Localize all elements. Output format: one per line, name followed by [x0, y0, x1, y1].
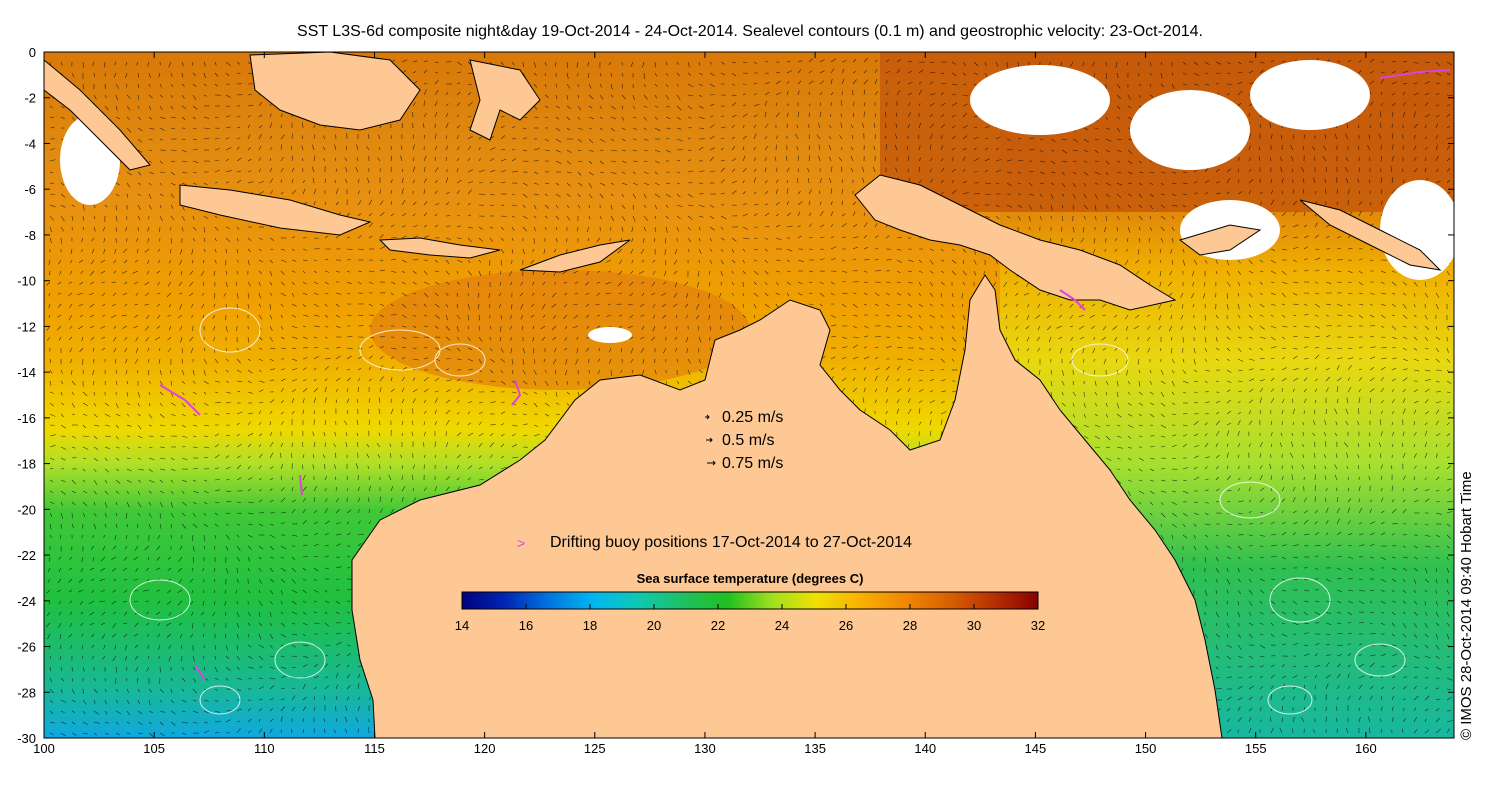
velocity-reference-arrowhead: [712, 460, 716, 466]
y-tick-label: -30: [17, 731, 36, 746]
colorbar-label: 14: [455, 618, 469, 633]
y-tick-label: -24: [17, 594, 36, 609]
y-tick-label: -8: [24, 228, 36, 243]
y-tick-label: -4: [24, 136, 36, 151]
y-tick-label: -22: [17, 548, 36, 563]
x-tick-label: 140: [914, 741, 936, 756]
land: [44, 52, 1442, 738]
warm-pool: [370, 270, 750, 390]
x-tick-label: 125: [584, 741, 606, 756]
new-guinea: [854, 174, 1177, 311]
x-tick-label: 145: [1025, 741, 1047, 756]
map-plot-area: [44, 52, 1454, 738]
x-tick-label: 120: [474, 741, 496, 756]
x-axis: 100 105 110 115 120 125 130 135 140 145 150 155 160: [33, 52, 1377, 756]
colorbar-label: 32: [1031, 618, 1045, 633]
x-tick-label: 130: [694, 741, 716, 756]
y-tick-label: -6: [24, 182, 36, 197]
new-britain: [1178, 224, 1262, 256]
velocity-reference-label: 0.25 m/s: [722, 409, 783, 426]
x-tick-label: 155: [1245, 741, 1267, 756]
colorbar-label: 22: [711, 618, 725, 633]
y-tick-label: -16: [17, 411, 36, 426]
buoy-legend: > Drifting buoy positions 17-Oct-2014 to…: [517, 534, 912, 551]
y-tick-label: -18: [17, 457, 36, 472]
x-tick-label: 135: [804, 741, 826, 756]
y-tick-label: -10: [17, 274, 36, 289]
cloud-patch: [1250, 60, 1370, 130]
colorbar-label: 26: [839, 618, 853, 633]
chart-title: SST L3S-6d composite night&day 19-Oct-20…: [297, 23, 1203, 40]
colorbar-label: 28: [903, 618, 917, 633]
cloud-patch: [1130, 90, 1250, 170]
velocity-reference-label: 0.75 m/s: [722, 455, 783, 472]
buoy-legend-symbol: >: [517, 535, 525, 551]
borneo: [249, 52, 421, 131]
x-tick-label: 100: [33, 741, 55, 756]
colorbar-title: Sea surface temperature (degrees C): [637, 571, 864, 586]
java: [179, 184, 372, 236]
y-tick-label: 0: [29, 45, 36, 60]
x-tick-label: 115: [364, 741, 385, 756]
colorbar: Sea surface temperature (degrees C) 14 16…: [455, 571, 1045, 633]
y-tick-label: -26: [17, 640, 36, 655]
x-tick-label: 150: [1135, 741, 1157, 756]
sealevel-contours: [129, 307, 1406, 715]
velocity-reference-arrowhead: [706, 414, 710, 420]
solomon-islands: [1299, 199, 1442, 271]
cloud-gaps: [60, 60, 1454, 343]
colorbar-label: 30: [967, 618, 981, 633]
sunda-islands: [378, 237, 501, 259]
x-tick-label: 160: [1355, 741, 1377, 756]
buoy-legend-label: Drifting buoy positions 17-Oct-2014 to 2…: [550, 534, 912, 551]
velocity-reference-legend: 0.25 m/s 0.5 m/s 0.75 m/s: [705, 409, 783, 472]
colorbar-gradient: [461, 591, 1039, 610]
map-frame: [43, 51, 1455, 739]
y-tick-label: -28: [17, 685, 36, 700]
sulawesi: [469, 59, 541, 141]
colorbar-label: 20: [647, 618, 661, 633]
colorbar-label: 16: [519, 618, 533, 633]
cloud-patch: [588, 327, 632, 343]
colorbar-label: 24: [775, 618, 789, 633]
y-tick-label: -12: [17, 319, 36, 334]
imos-credit: © IMOS 28-Oct-2014 09:40 Hobart Time: [1458, 471, 1475, 740]
velocity-reference-arrowhead: [709, 437, 713, 443]
colorbar-labels: 14 16 18 20 22 24 26 28 30 32: [455, 604, 1045, 633]
cloud-patch: [970, 65, 1110, 135]
x-tick-label: 110: [254, 741, 275, 756]
sumatra: [44, 59, 151, 171]
australia-landmass: [351, 274, 1223, 738]
y-tick-label: -14: [17, 365, 36, 380]
y-tick-label: -2: [24, 91, 36, 106]
x-tick-label: 105: [143, 741, 165, 756]
y-axis: 0 -2 -4 -6 -8 -10 -12 -14 -16 -18 -20 -22 -24 -26 -28 -…: [17, 45, 1454, 746]
buoy-tracks: [159, 69, 1451, 681]
velocity-reference-label: 0.5 m/s: [722, 432, 774, 449]
colorbar-label: 18: [583, 618, 597, 633]
timor: [519, 239, 631, 273]
y-tick-label: -20: [17, 502, 36, 517]
